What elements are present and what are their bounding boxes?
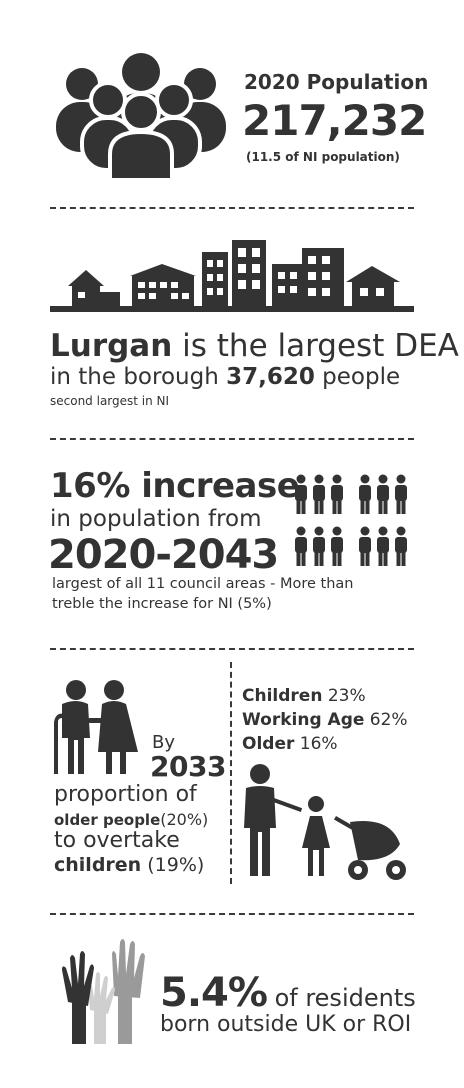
- people-group-icon: [52, 50, 230, 180]
- ageing-older-people: older people: [54, 811, 161, 829]
- town-skyline-icon: [50, 238, 414, 314]
- dea-line-1: Lurgan is the largest DEA: [50, 328, 459, 364]
- ageing-older-pct: (20%): [160, 810, 209, 829]
- divider: [50, 913, 414, 915]
- origin-line-1: 5.4% of residents: [160, 970, 416, 1016]
- growth-period: 2020-2043: [48, 532, 279, 578]
- age-item-older: Older 16%: [242, 734, 338, 754]
- ageing-by: By: [152, 732, 176, 753]
- growth-note-line-1: largest of all 11 council areas - More t…: [52, 576, 354, 592]
- population-label: 2020 Population: [244, 70, 429, 94]
- ageing-line-1: proportion of: [54, 782, 197, 807]
- age-item-working-age: Working Age 62%: [242, 710, 408, 730]
- dea-line2-suffix: people: [314, 364, 401, 390]
- divider: [50, 207, 414, 209]
- ageing-line-2: older people(20%): [54, 810, 208, 829]
- population-value: 217,232: [242, 96, 427, 145]
- origin-line-2: born outside UK or ROI: [160, 1012, 412, 1037]
- population-note: (11.5 of NI population): [246, 150, 400, 164]
- ageing-year: 2033: [150, 750, 226, 783]
- divider: [50, 648, 414, 650]
- growth-note-line-2: treble the increase for NI (5%): [52, 596, 272, 612]
- family-stroller-icon: [240, 764, 416, 882]
- dea-line2-prefix: in the borough: [50, 364, 227, 390]
- growth-headline: 16% increase: [50, 466, 300, 506]
- growth-line-2: in population from: [50, 506, 262, 532]
- dea-line1-rest: is the largest DEA: [172, 328, 459, 364]
- ageing-children: children: [54, 854, 142, 876]
- age-breakdown-list: Children 23% Working Age 62% Older 16%: [242, 684, 408, 756]
- dea-name: Lurgan: [50, 328, 173, 364]
- ageing-line-3: to overtake: [54, 828, 180, 853]
- raised-hands-icon: [60, 936, 154, 1044]
- origin-value: 5.4%: [160, 970, 268, 1016]
- dea-count: 37,620: [226, 364, 315, 390]
- vertical-divider: [230, 662, 232, 884]
- elderly-couple-icon: [50, 678, 146, 776]
- age-item-children: Children 23%: [242, 686, 366, 706]
- divider: [50, 438, 414, 440]
- dea-line-3: second largest in NI: [50, 394, 170, 408]
- ageing-line-4: children (19%): [54, 854, 204, 876]
- ageing-children-pct: (19%): [141, 854, 205, 876]
- origin-line1: of residents: [266, 984, 416, 1012]
- dea-line-2: in the borough 37,620 people: [50, 364, 400, 390]
- population-figures-icon: [294, 474, 416, 570]
